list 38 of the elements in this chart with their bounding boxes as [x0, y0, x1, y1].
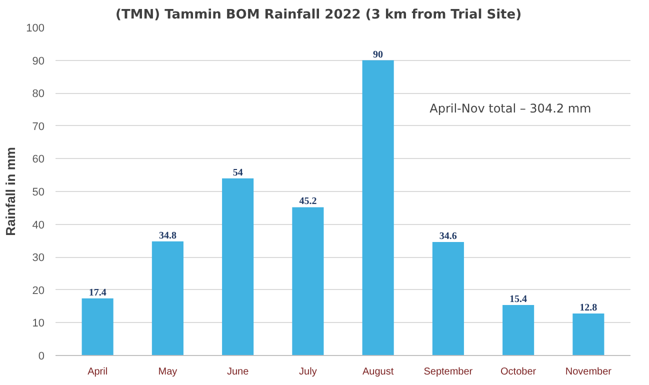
y-tick-label: 100: [26, 22, 45, 34]
data-label: 12.8: [580, 302, 598, 314]
y-tick-label: 90: [32, 55, 45, 68]
data-label: 34.6: [439, 231, 457, 242]
y-tick-label: 20: [32, 284, 45, 297]
x-tick-label: November: [565, 366, 612, 378]
y-tick-label: 0: [38, 350, 45, 362]
chart-title: (TMN) Tammin BOM Rainfall 2022 (3 km from Trial Site): [116, 8, 522, 22]
data-label: 17.4: [88, 287, 106, 298]
x-tick-label: April: [88, 366, 108, 378]
bar: [572, 314, 604, 356]
y-tick-label: 30: [32, 252, 45, 264]
y-tick-label: 70: [32, 120, 45, 133]
annotation: April-Nov total – 304.2 mm: [430, 102, 592, 116]
bar: [222, 178, 254, 356]
bar: [152, 241, 184, 356]
y-tick-label: 80: [32, 88, 45, 100]
y-axis-title: Rainfall in mm: [3, 147, 18, 236]
x-tick-label: October: [500, 366, 537, 378]
y-tick-label: 40: [32, 219, 45, 232]
x-tick-label: July: [299, 366, 317, 378]
bar: [362, 60, 394, 356]
data-label: 34.8: [158, 230, 176, 242]
bar: [82, 298, 114, 356]
data-label: 54: [232, 167, 243, 178]
y-tick-label: 60: [32, 154, 45, 166]
x-tick-label: June: [226, 366, 250, 378]
data-label: 15.4: [510, 294, 528, 305]
bar: [502, 304, 534, 356]
y-tick-label: 10: [32, 318, 45, 330]
data-label: 45.2: [299, 196, 317, 208]
x-tick-label: August: [362, 366, 394, 378]
x-tick-label: May: [158, 366, 178, 378]
data-label: 90: [373, 49, 384, 60]
x-tick-label: September: [424, 366, 474, 378]
bar: [432, 242, 464, 356]
bar: [292, 207, 324, 356]
y-tick-label: 50: [32, 186, 45, 198]
